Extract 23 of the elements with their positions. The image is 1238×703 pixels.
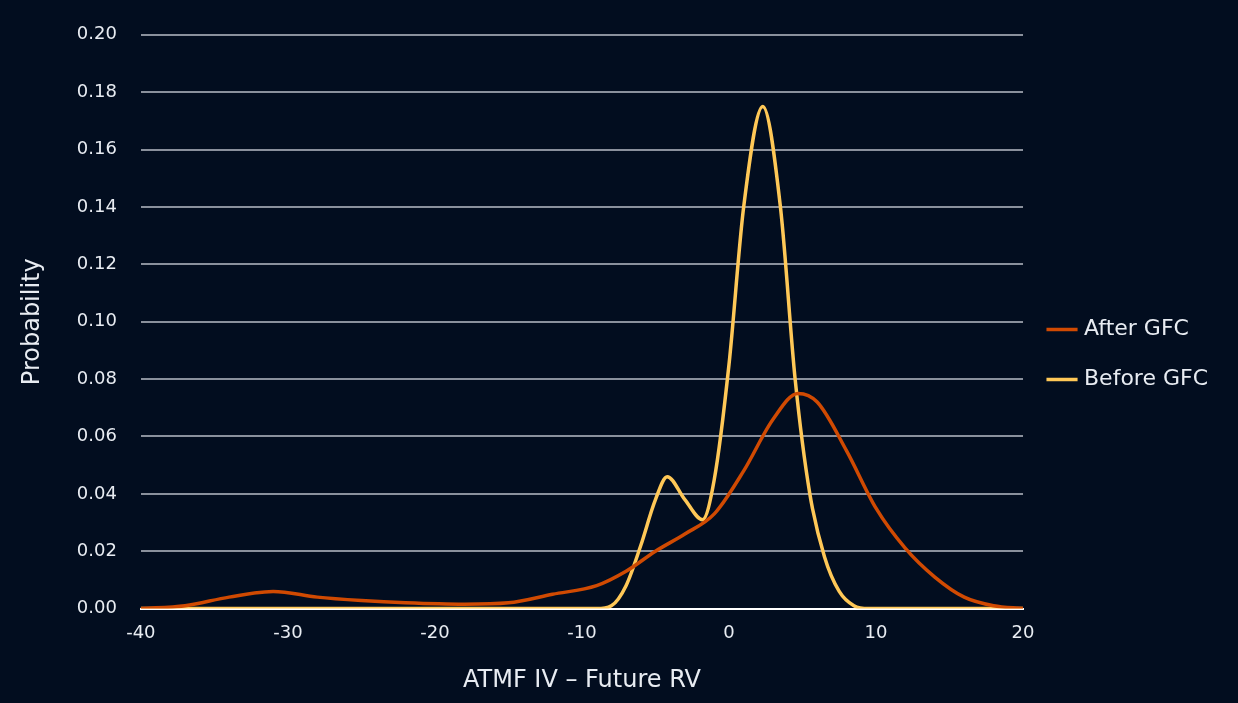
x-tick-label: -10 (567, 621, 597, 643)
line-series (140, 391, 1024, 609)
y-tick-label: 0.14 (76, 194, 117, 216)
y-tick-label: 0.10 (76, 309, 117, 331)
legend-label: Before GFC (1084, 365, 1209, 391)
x-tick-label: 10 (864, 621, 888, 643)
x-tick-label: -30 (273, 621, 303, 643)
y-tick-label: 0.04 (76, 481, 117, 503)
x-tick-label: -20 (420, 621, 450, 643)
x-axis-title: ATMF IV – Future RV (462, 664, 702, 693)
x-tick-label: 20 (1011, 621, 1035, 643)
x-tick-label: -40 (126, 621, 156, 643)
x-tick-label: 0 (723, 621, 735, 643)
y-tick-label: 0.08 (76, 366, 117, 388)
y-tick-label: 0.16 (76, 137, 117, 159)
y-tick-label: 0.20 (76, 22, 117, 44)
y-tick-label: 0.06 (76, 424, 117, 446)
y-tick-label: 0.02 (76, 538, 117, 560)
legend-label: After GFC (1084, 315, 1189, 341)
y-tick-label: 0.18 (76, 79, 117, 101)
y-tick-label: 0.00 (76, 596, 117, 618)
y-axis-title: Probability (16, 258, 45, 386)
y-tick-label: 0.12 (76, 251, 117, 273)
